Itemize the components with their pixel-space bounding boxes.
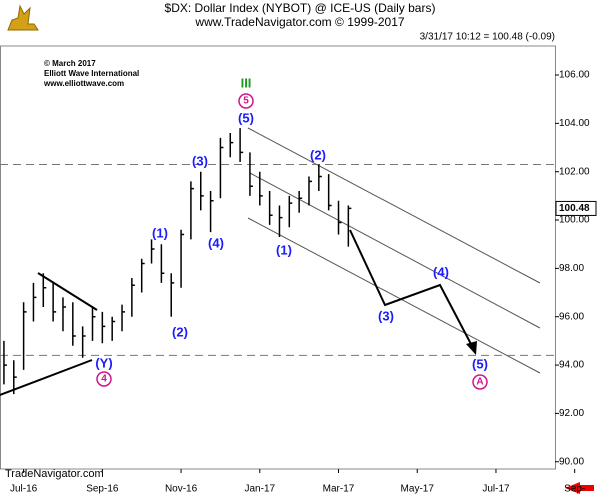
copyright-line: www.elliottwave.com <box>43 79 124 88</box>
price-bar <box>199 171 204 211</box>
wave-label: III <box>241 75 252 90</box>
price-bar <box>72 302 76 346</box>
wave-label: (4) <box>433 264 449 279</box>
y-tick-label: 100.00 <box>559 215 590 226</box>
y-tick-label: 106.00 <box>559 70 590 81</box>
price-bar <box>259 171 263 206</box>
price-bar <box>111 316 116 341</box>
price-bar <box>81 326 86 358</box>
price-bar <box>42 273 47 308</box>
quote: 3/31/17 10:12 = 100.48 (-0.09) <box>420 32 555 43</box>
wave-label: (2) <box>310 147 326 162</box>
x-tick-label: May-17 <box>401 484 435 495</box>
price-bar <box>22 302 27 370</box>
x-tick-label: Sep- <box>564 484 585 495</box>
price-bar <box>190 181 194 240</box>
x-tick-label: Sep-16 <box>86 484 119 495</box>
price-bar <box>209 191 214 233</box>
wave-label: A <box>476 377 483 388</box>
price-bar <box>91 307 96 341</box>
x-tick-label: Mar-17 <box>323 484 355 495</box>
wave-label: 5 <box>243 96 249 107</box>
price-bar <box>62 297 66 332</box>
y-tick-label: 98.00 <box>559 263 584 274</box>
copyright-line: © March 2017 <box>44 59 96 68</box>
wave-label: (3) <box>192 153 208 168</box>
wave-label: (4) <box>208 235 224 250</box>
footer: TradeNavigator.com <box>5 468 104 480</box>
y-tick-label: 92.00 <box>559 408 584 419</box>
price-bar <box>121 304 126 332</box>
price-bar <box>347 205 352 247</box>
y-tick-label: 102.00 <box>559 166 590 177</box>
price-bar <box>13 360 17 395</box>
price-bar <box>318 164 322 192</box>
price-bar <box>170 273 175 317</box>
price-bar <box>101 311 106 344</box>
scroll-arrow[interactable] <box>565 482 594 494</box>
wave-circle <box>472 374 488 390</box>
price-bar <box>327 174 332 211</box>
price-bar <box>131 278 135 317</box>
last-price-label: 100.48 <box>559 203 590 214</box>
chart-subtitle: www.TradeNavigator.com © 1999-2017 <box>194 15 404 29</box>
y-tick-label: 90.00 <box>559 456 584 467</box>
price-bar <box>140 258 145 293</box>
wave-label: 4 <box>101 374 107 385</box>
y-tick-label: 94.00 <box>559 360 584 371</box>
price-bar <box>150 239 155 264</box>
price-bar <box>268 191 273 225</box>
price-bar <box>239 128 244 163</box>
price-bar <box>160 244 165 283</box>
plot-frame <box>0 45 556 470</box>
price-bar <box>337 200 342 235</box>
price-bar <box>52 282 57 322</box>
wave-label: (5) <box>238 110 254 125</box>
wave-circle <box>238 93 254 109</box>
y-tick-label: 96.00 <box>559 311 584 322</box>
x-tick-label: Jul-17 <box>482 484 510 495</box>
logo <box>7 4 39 31</box>
price-bar <box>32 282 37 322</box>
triangle-lines <box>0 272 98 396</box>
wave-label: (Y) <box>95 355 112 370</box>
wave-label: (2) <box>172 324 188 339</box>
price-bar <box>298 191 303 213</box>
wave-label: (1) <box>276 242 292 257</box>
x-tick-label: Nov-16 <box>165 484 198 495</box>
wave-circle <box>96 371 112 387</box>
price-bar <box>229 133 234 158</box>
price-bar <box>249 152 253 196</box>
wave-label: (1) <box>152 225 168 240</box>
price-bar <box>288 195 293 228</box>
price-bar <box>180 229 185 288</box>
channel-lines <box>247 127 541 374</box>
y-tick-label: 104.00 <box>559 118 590 129</box>
price-bar <box>278 205 283 237</box>
projection <box>349 229 477 355</box>
copyright-line: Elliott Wave International <box>44 69 139 78</box>
price-bar <box>308 176 312 206</box>
chart-title: $DX: Dollar Index (NYBOT) @ ICE-US (Dail… <box>165 1 436 15</box>
x-tick-label: Jul-16 <box>10 484 38 495</box>
wave-label: (5) <box>472 356 488 371</box>
wave-label: (3) <box>378 308 394 323</box>
price-bar <box>219 137 224 199</box>
price-bar <box>3 340 7 385</box>
x-tick-label: Jan-17 <box>244 484 275 495</box>
last-price-box <box>555 200 597 216</box>
